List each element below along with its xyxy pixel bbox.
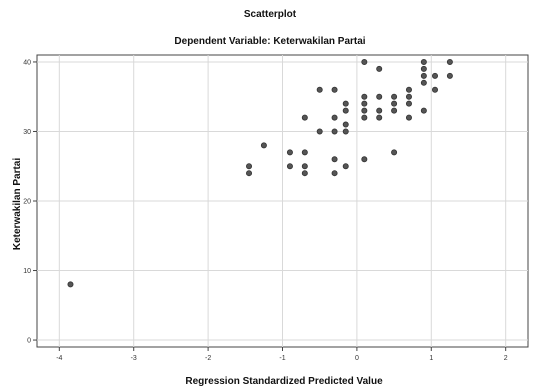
chart-subtitle: Dependent Variable: Keterwakilan Partai [174, 36, 365, 47]
data-point [361, 100, 368, 107]
data-point [420, 58, 427, 65]
data-point [446, 72, 453, 79]
y-axis-label: Keterwakilan Partai [12, 158, 23, 250]
data-point [342, 121, 349, 128]
x-tick-label: -3 [131, 355, 137, 362]
data-point [286, 163, 293, 170]
y-tick-label: 10 [23, 268, 31, 275]
data-point [301, 114, 308, 121]
data-point [286, 149, 293, 156]
data-point [391, 100, 398, 107]
x-tick-label: -4 [56, 355, 62, 362]
data-point [246, 163, 253, 170]
data-point [342, 128, 349, 135]
data-point [391, 107, 398, 114]
y-tick-label: 40 [23, 59, 31, 66]
data-point [316, 86, 323, 93]
x-tick-label: -2 [205, 355, 211, 362]
data-point [432, 86, 439, 93]
data-point [301, 149, 308, 156]
data-point [376, 93, 383, 100]
data-point [246, 170, 253, 177]
data-point [420, 107, 427, 114]
y-tick-label: 20 [23, 199, 31, 206]
data-point [301, 170, 308, 177]
data-point [420, 65, 427, 72]
data-point [331, 114, 338, 121]
x-axis-ticks: -4 -3 -2 -1 0 1 2 [56, 347, 508, 362]
data-point [342, 107, 349, 114]
x-tick-label: 2 [504, 355, 508, 362]
data-point [361, 156, 368, 163]
data-point [405, 100, 412, 107]
data-point [361, 107, 368, 114]
data-point [331, 156, 338, 163]
data-point [432, 72, 439, 79]
grid-lines [37, 55, 528, 347]
data-point [376, 65, 383, 72]
data-point [331, 128, 338, 135]
data-point [420, 79, 427, 86]
data-point [376, 114, 383, 121]
data-point [391, 149, 398, 156]
data-point [67, 281, 74, 288]
y-tick-label: 0 [27, 338, 31, 345]
data-point [376, 107, 383, 114]
data-point [391, 93, 398, 100]
data-point [301, 163, 308, 170]
x-tick-label: 1 [429, 355, 433, 362]
x-tick-label: -1 [279, 355, 285, 362]
x-axis-label: Regression Standardized Predicted Value [185, 376, 383, 387]
data-point [331, 170, 338, 177]
data-points [67, 58, 453, 288]
y-axis-ticks: 0 10 20 30 40 [23, 59, 37, 345]
chart-title: Scatterplot [244, 9, 297, 20]
data-point [405, 114, 412, 121]
data-point [361, 114, 368, 121]
data-point [420, 72, 427, 79]
data-point [361, 93, 368, 100]
data-point [405, 86, 412, 93]
data-point [342, 100, 349, 107]
data-point [316, 128, 323, 135]
data-point [260, 142, 267, 149]
data-point [361, 58, 368, 65]
data-point [405, 93, 412, 100]
data-point [446, 58, 453, 65]
y-tick-label: 30 [23, 129, 31, 136]
data-point [342, 163, 349, 170]
data-point [331, 86, 338, 93]
x-tick-label: 0 [355, 355, 359, 362]
